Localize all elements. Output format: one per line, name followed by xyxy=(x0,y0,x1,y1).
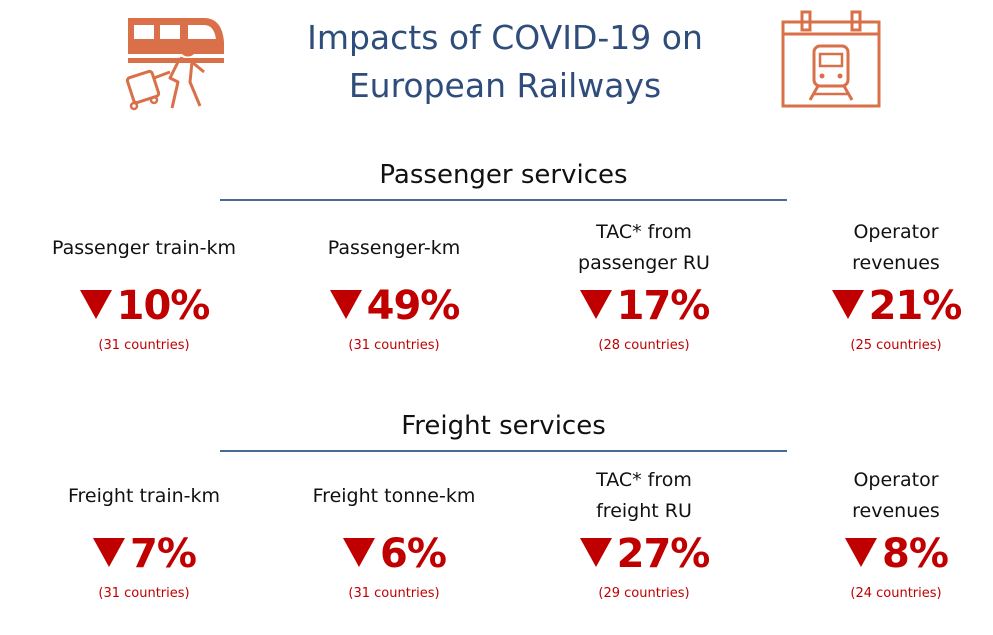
passenger-divider xyxy=(220,199,787,201)
passenger-metric-tac: TAC* from passenger RU 17% (28 countries… xyxy=(534,217,754,355)
down-triangle-icon xyxy=(342,531,376,581)
metric-percent: 10% xyxy=(116,283,211,329)
metric-label-line-2: revenues xyxy=(852,252,940,274)
metric-countries: (24 countries) xyxy=(850,586,942,601)
metric-countries: (25 countries) xyxy=(850,338,942,353)
freight-metric-tonne-km: Freight tonne-km 6% (31 countries) xyxy=(284,465,504,603)
metric-value: 21% xyxy=(786,281,993,333)
metric-label: Freight train-km xyxy=(34,465,254,527)
down-triangle-icon xyxy=(329,283,363,333)
metric-value: 27% xyxy=(534,529,754,581)
metric-value: 7% xyxy=(34,529,254,581)
calendar-train-icon xyxy=(778,8,884,112)
metric-label: Freight tonne-km xyxy=(284,465,504,527)
freight-metric-operator-revenues: Operator revenues 8% (24 countries) xyxy=(786,465,993,603)
passenger-metric-train-km: Passenger train-km 10% (31 countries) xyxy=(34,217,254,355)
metric-percent: 7% xyxy=(130,531,197,577)
metric-label-line-1: Operator xyxy=(853,469,939,491)
metric-label: TAC* from freight RU xyxy=(534,465,754,527)
metric-countries: (31 countries) xyxy=(348,586,440,601)
passenger-metric-operator-revenues: Operator revenues 21% (25 countries) xyxy=(786,217,993,355)
metric-percent: 8% xyxy=(882,531,949,577)
metric-value: 8% xyxy=(786,529,993,581)
metric-label-line-2: revenues xyxy=(852,500,940,522)
metric-label-line-1: TAC* from xyxy=(596,469,692,491)
metric-label-line-1: Operator xyxy=(853,221,939,243)
metric-percent: 49% xyxy=(366,283,461,329)
metric-countries: (28 countries) xyxy=(598,338,690,353)
metric-label: TAC* from passenger RU xyxy=(534,217,754,279)
passenger-with-luggage-train-icon xyxy=(120,12,230,112)
metric-label-line-1: Passenger-km xyxy=(327,236,461,259)
metric-percent: 27% xyxy=(616,531,711,577)
metric-label-line-2: freight RU xyxy=(596,500,692,522)
passenger-metric-passenger-km: Passenger-km 49% (31 countries) xyxy=(284,217,504,355)
metric-label-line-1: Freight tonne-km xyxy=(312,484,476,507)
metric-countries: (29 countries) xyxy=(598,586,690,601)
metric-label: Operator revenues xyxy=(786,465,993,527)
metric-countries: (31 countries) xyxy=(98,338,190,353)
freight-section-heading: Freight services xyxy=(401,411,606,441)
metric-label: Operator revenues xyxy=(786,217,993,279)
metric-countries: (31 countries) xyxy=(98,586,190,601)
metric-label-line-1: Freight train-km xyxy=(67,484,221,507)
metric-label: Passenger train-km xyxy=(34,217,254,279)
down-triangle-icon xyxy=(79,283,113,333)
metric-value: 17% xyxy=(534,281,754,333)
metric-percent: 21% xyxy=(868,283,963,329)
metric-label-line-1: TAC* from xyxy=(596,221,692,243)
freight-divider xyxy=(220,450,787,452)
title-line-2: European Railways xyxy=(348,66,662,105)
metric-value: 6% xyxy=(284,529,504,581)
down-triangle-icon xyxy=(92,531,126,581)
metric-percent: 17% xyxy=(616,283,711,329)
metric-value: 10% xyxy=(34,281,254,333)
metric-countries: (31 countries) xyxy=(348,338,440,353)
title-line-1: Impacts of COVID-19 on xyxy=(307,18,703,57)
down-triangle-icon xyxy=(844,531,878,581)
down-triangle-icon xyxy=(831,283,865,333)
freight-metric-train-km: Freight train-km 7% (31 countries) xyxy=(34,465,254,603)
passenger-section-heading: Passenger services xyxy=(379,160,628,190)
metric-label: Passenger-km xyxy=(284,217,504,279)
freight-metric-tac: TAC* from freight RU 27% (29 countries) xyxy=(534,465,754,603)
metric-label-line-1: Passenger train-km xyxy=(52,236,236,259)
metric-percent: 6% xyxy=(380,531,447,577)
down-triangle-icon xyxy=(579,283,613,333)
metric-value: 49% xyxy=(284,281,504,333)
down-triangle-icon xyxy=(579,531,613,581)
metric-label-line-2: passenger RU xyxy=(578,252,710,274)
page-title: Impacts of COVID-19 on European Railways xyxy=(250,14,760,110)
